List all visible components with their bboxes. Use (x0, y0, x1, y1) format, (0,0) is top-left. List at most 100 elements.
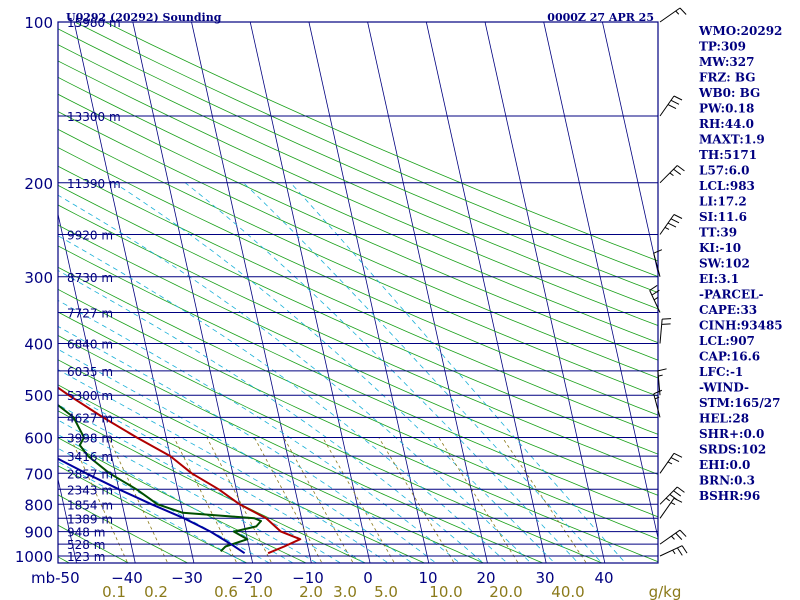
height-label: 528 m (67, 538, 105, 552)
dry-adiabat-line (58, 311, 604, 563)
height-label: 1389 m (67, 512, 113, 526)
index-entry: PW:0.18 (699, 102, 754, 116)
temperature-tick-label: −20 (231, 569, 263, 587)
plot-frame (57, 21, 659, 564)
dry-adiabat-line (58, 266, 658, 540)
index-entry: WMO:20292 (698, 24, 782, 38)
mixing-ratio-label: 20.0 (489, 583, 522, 600)
moist-adiabat-line (290, 182, 626, 563)
index-entry: WB0: BG (698, 86, 760, 100)
isotherm-line (543, 22, 658, 540)
mixing-ratio-label: 0.1 (102, 583, 126, 600)
moist-adiabat-line (58, 404, 342, 563)
mixing-ratio-line (322, 437, 395, 563)
index-entry: CAPE:33 (699, 303, 757, 317)
temperature-tick-label: 40 (594, 569, 613, 587)
chart-title-left: U0292 (20292) Sounding (66, 11, 222, 24)
mixing-ratio-label: 5.0 (374, 583, 398, 600)
dry-adiabat-line (58, 245, 658, 518)
dry-adiabat-line (58, 465, 248, 563)
moist-adiabat-line (58, 387, 365, 563)
pressure-tick-label: 300 (24, 269, 53, 287)
isotherm-line (191, 22, 312, 563)
dry-adiabat-line (58, 335, 544, 563)
moist-adiabat-line (113, 182, 556, 563)
chart-title-right: 0000Z 27 APR 25 (547, 11, 654, 24)
wind-barb (659, 165, 685, 184)
temperature-tick-label: −40 (111, 569, 143, 587)
pressure-tick-label: 200 (24, 175, 53, 193)
moist-adiabat-line (58, 325, 437, 563)
wind-barb (659, 452, 683, 474)
index-entry: STM:165/27 (699, 396, 780, 410)
dry-adiabat-line (105, 22, 658, 262)
dry-adiabat-line (58, 204, 658, 475)
index-entry: BRN:0.3 (699, 474, 755, 488)
height-label: 5300 m (67, 389, 113, 403)
moist-adiabat-line (58, 194, 532, 563)
height-label: 948 m (67, 526, 105, 540)
dry-adiabat-line (58, 184, 658, 455)
index-entry: EHI:0.0 (699, 458, 750, 472)
background-grid (58, 22, 658, 563)
index-entry: LCL:983 (699, 179, 755, 193)
dry-adiabat-line (58, 224, 658, 496)
height-label: 11390 m (67, 177, 121, 191)
wind-barbs (649, 7, 688, 557)
index-entry: L57:6.0 (699, 164, 749, 178)
dry-adiabat-line (58, 165, 658, 435)
index-entry: SW:102 (699, 257, 750, 271)
moist-adiabat-line (58, 235, 508, 563)
height-label: 3998 m (67, 432, 113, 446)
dry-adiabat-line (58, 359, 485, 563)
dry-adiabat-line (58, 524, 130, 563)
dry-adiabat-line (58, 410, 367, 563)
wind-barb (659, 7, 687, 23)
index-entry: FRZ: BG (699, 71, 755, 85)
index-entry: MW:327 (699, 55, 754, 69)
pressure-tick-label: 600 (24, 430, 53, 448)
index-entry: BSHR:96 (699, 489, 760, 503)
mixing-ratio-label: 0.2 (144, 583, 168, 600)
dry-adiabat-line (74, 22, 658, 278)
pressure-tick-label: 700 (24, 465, 53, 483)
index-entry: MAXT:1.9 (699, 133, 765, 147)
index-entry: SI:11.6 (699, 210, 747, 224)
mixing-ratio-label: 10.0 (429, 583, 462, 600)
temperature-tick-label: mb-50 (31, 569, 80, 587)
index-entry: TH:5171 (699, 148, 757, 162)
sounding-traces (58, 386, 302, 555)
moist-adiabat-line (58, 299, 461, 563)
index-entry: SRDS:102 (699, 443, 766, 457)
wind-barb (659, 214, 683, 235)
index-entry: EI:3.1 (699, 272, 739, 286)
height-label: 4627 m (67, 411, 113, 425)
pressure-tick-label: 800 (24, 496, 53, 514)
wind-barb (659, 95, 683, 117)
pressure-tick-label: 100 (24, 14, 53, 32)
mixing-ratio-line (206, 437, 273, 563)
wind-barb (657, 368, 667, 396)
moist-adiabat-line (58, 269, 485, 563)
height-label: 2343 m (67, 483, 113, 497)
wind-barb (653, 389, 663, 418)
wind-barb (649, 285, 661, 313)
index-entry: CAP:16.6 (699, 350, 760, 364)
pressure-tick-label: 500 (24, 387, 53, 405)
dewpoint-trace (58, 403, 262, 553)
pressure-tick-label: 400 (24, 336, 53, 354)
moist-adiabat-line (58, 419, 318, 563)
height-label: 6035 m (67, 365, 113, 379)
wind-barb (659, 318, 672, 344)
moist-adiabat-line (243, 182, 603, 563)
isotherm-line (132, 22, 254, 563)
height-label: 6840 m (67, 338, 113, 352)
height-label: 15980 m (67, 16, 121, 30)
height-label: 7727 m (67, 307, 113, 321)
mixing-ratio-line (254, 437, 323, 563)
height-label: 2857 m (67, 467, 113, 481)
dry-adiabat-line (58, 93, 658, 361)
